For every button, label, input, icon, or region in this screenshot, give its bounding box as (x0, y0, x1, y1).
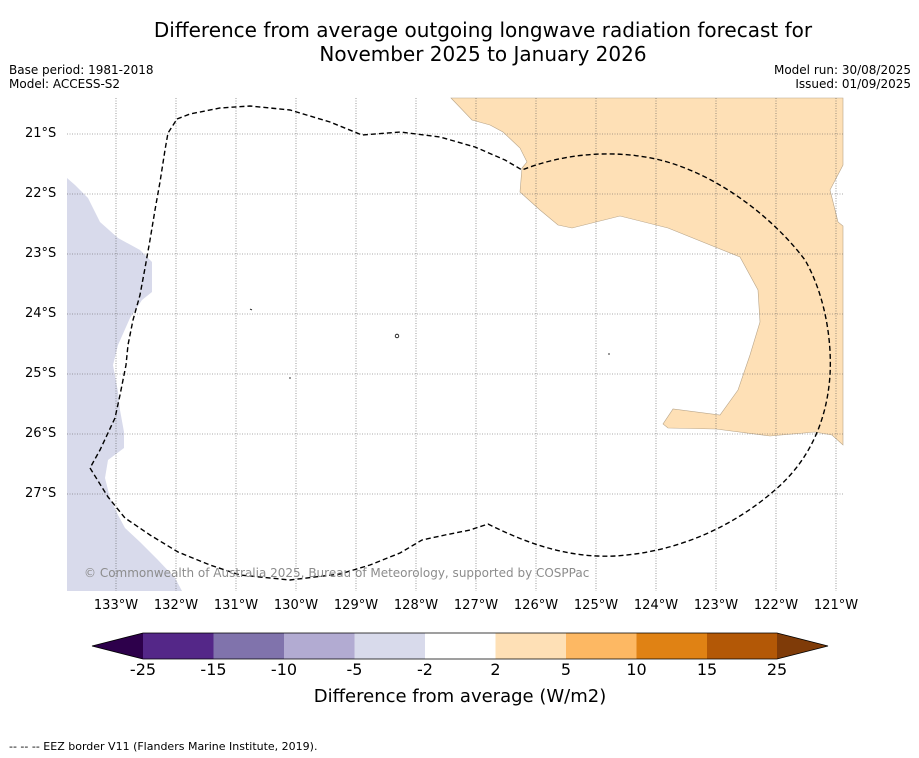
eez-border (89, 105, 832, 581)
colorbar-tick: 10 (626, 660, 647, 679)
colorbar-swatch (143, 633, 214, 659)
lon-tick: 130°W (273, 598, 319, 613)
colorbar (91, 632, 829, 660)
model-run: Model run: 30/08/2025 (773, 63, 911, 77)
title-line-1: Difference from average outgoing longwav… (153, 18, 813, 42)
colorbar-tick: 2 (490, 660, 501, 679)
colorbar-swatch (566, 633, 637, 659)
colorbar-tick: 5 (560, 660, 572, 679)
colorbar-swatch (495, 633, 566, 659)
lon-tick: 129°W (333, 598, 379, 613)
lat-tick: 22°S (25, 186, 57, 201)
colorbar-swatch (354, 633, 425, 659)
lon-tick: 133°W (93, 598, 139, 613)
lat-tick: 24°S (25, 306, 57, 321)
colorbar-tick: -10 (270, 660, 298, 679)
lon-tick: 125°W (573, 598, 619, 613)
lat-tick: 23°S (25, 246, 57, 261)
colorbar-tick: -5 (346, 660, 363, 679)
colorbar-tick: -25 (129, 660, 157, 679)
base-period: Base period: 1981-2018 (9, 63, 154, 77)
meta-left: Base period: 1981-2018 Model: ACCESS-S2 (9, 63, 154, 91)
issued-date: Issued: 01/09/2025 (795, 77, 911, 91)
eez-footnote: -- -- -- EEZ border V11 (Flanders Marine… (9, 740, 318, 753)
islands (249, 308, 610, 379)
colorbar-arrow-max (777, 633, 828, 659)
lon-tick: 123°W (693, 598, 739, 613)
lon-tick: 122°W (753, 598, 799, 613)
lon-tick: 124°W (633, 598, 679, 613)
positive-anomaly-region (450, 97, 844, 446)
colorbar-label: Difference from average (W/m2) (313, 686, 607, 707)
lon-tick: 131°W (213, 598, 259, 613)
lat-tick: 21°S (25, 126, 57, 141)
colorbar-swatch (284, 633, 355, 659)
title-line-2: November 2025 to January 2026 (319, 42, 647, 66)
lat-tick: 26°S (25, 426, 57, 441)
colorbar-tick: 15 (696, 660, 718, 679)
map-gridlines (67, 98, 843, 591)
lon-tick: 121°W (813, 598, 859, 613)
colorbar-outline (91, 632, 829, 660)
colorbar-swatch (707, 633, 777, 659)
negative-anomaly-region (67, 178, 182, 591)
lon-tick: 126°W (513, 598, 559, 613)
lon-tick: 128°W (393, 598, 439, 613)
meta-right: Model run: 30/08/2025 Issued: 01/09/2025 (774, 63, 911, 91)
colorbar-swatch (425, 633, 496, 659)
lon-tick: 127°W (453, 598, 499, 613)
lon-tick: 132°W (153, 598, 199, 613)
model-name: Model: ACCESS-S2 (9, 77, 121, 91)
lat-tick: 27°S (25, 486, 57, 501)
colorbar-swatch (636, 633, 707, 659)
copyright-notice: © Commonwealth of Australia 2025, Bureau… (84, 566, 590, 580)
colorbar-tick: -2 (417, 660, 433, 679)
lat-tick: 25°S (25, 366, 57, 381)
colorbar-arrow-min (92, 633, 143, 659)
colorbar-tick: -15 (200, 660, 227, 679)
colorbar-tick: 25 (766, 660, 788, 679)
colorbar-swatch (213, 633, 284, 659)
map-title: Difference from average outgoing longwav… (0, 18, 919, 66)
